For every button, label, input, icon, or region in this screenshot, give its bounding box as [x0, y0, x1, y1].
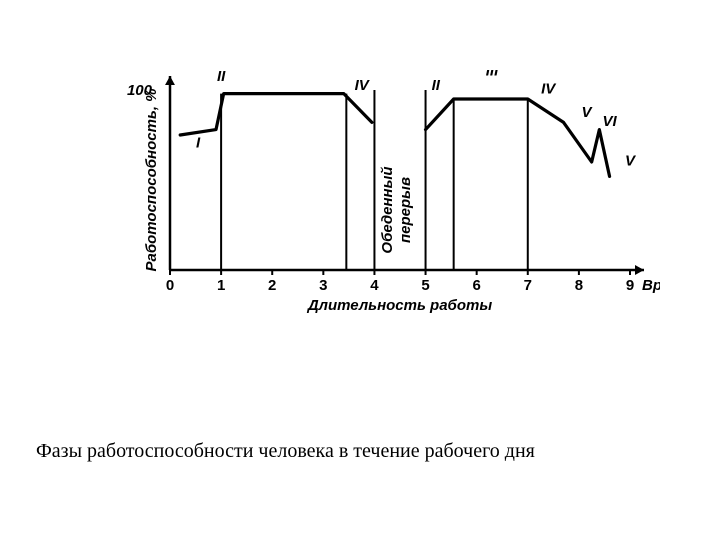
performance-chart: 0123456789Длительность работыВремя, ч100…	[100, 70, 660, 330]
x-tick-label: 8	[575, 277, 583, 294]
x-axis-unit: Время, ч	[642, 277, 660, 294]
x-axis-title: Длительность работы	[306, 297, 492, 314]
break-label-2: перерыв	[397, 177, 414, 243]
break-label-1: Обеденный	[379, 166, 396, 253]
x-tick-label: 1	[217, 277, 225, 294]
x-tick-label: 9	[626, 277, 634, 294]
phase-label: III	[486, 70, 499, 80]
x-tick-label: 6	[472, 277, 480, 294]
phase-label: II	[217, 70, 226, 85]
y-axis-title: Работоспособность, %	[143, 88, 160, 271]
x-tick-label: 2	[268, 277, 276, 294]
x-tick-label: 0	[166, 277, 174, 294]
phase-label: VI	[602, 113, 617, 130]
x-tick-label: 5	[421, 277, 429, 294]
phase-label: I	[196, 135, 201, 152]
x-axis-arrow	[635, 265, 644, 275]
y-axis-arrow	[165, 76, 175, 85]
phase-label: II	[432, 77, 441, 94]
x-tick-label: 3	[319, 277, 327, 294]
page: 0123456789Длительность работыВремя, ч100…	[0, 0, 720, 540]
phase-label: V	[625, 153, 637, 170]
data-line-morning	[180, 94, 372, 135]
x-tick-label: 7	[524, 277, 532, 294]
chart-svg: 0123456789Длительность работыВремя, ч100…	[100, 70, 660, 330]
phase-label: V	[582, 104, 594, 121]
phase-label: IV	[541, 81, 557, 98]
figure-caption: Фазы работоспособности человека в течени…	[36, 440, 684, 463]
phase-label: III	[276, 70, 289, 72]
phase-label: IV	[355, 77, 371, 94]
x-tick-label: 4	[370, 277, 379, 294]
